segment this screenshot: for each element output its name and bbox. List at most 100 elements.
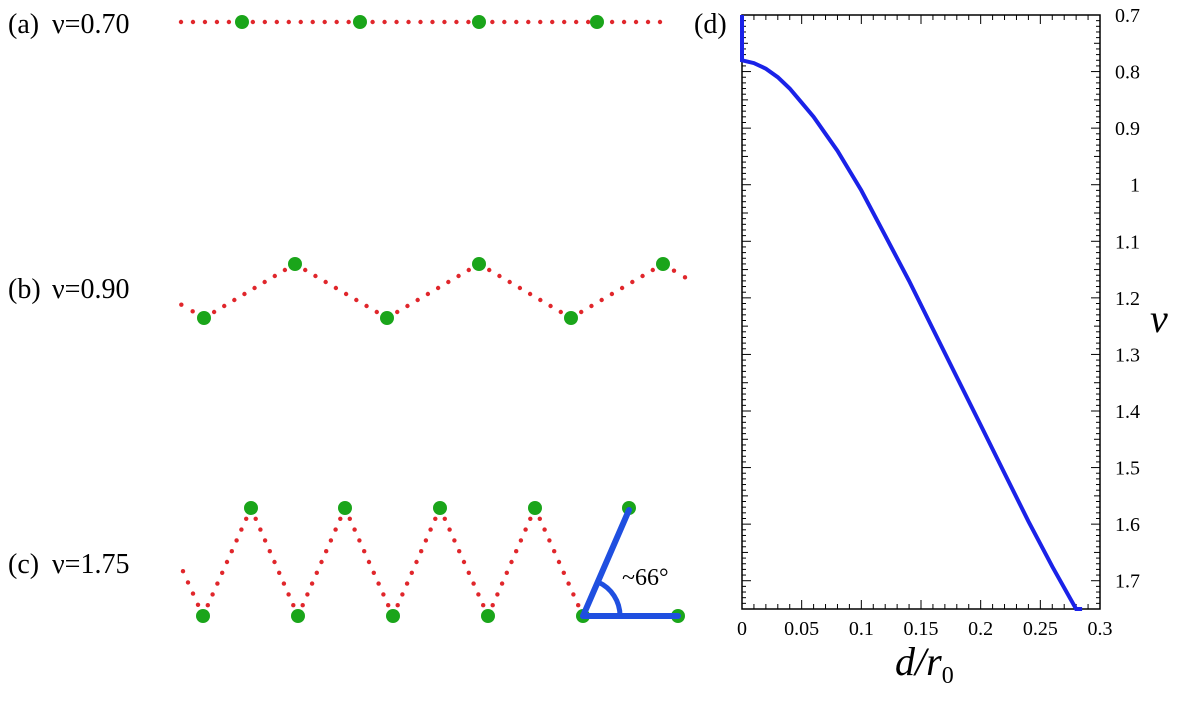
spring-dot [671,268,677,273]
spring-dot [190,591,196,596]
spring-dot [589,303,594,309]
atom [528,501,542,515]
spring-dot [573,19,579,25]
spring-dot [538,19,543,25]
spring-dot [234,538,239,543]
spring-dot [526,19,531,25]
spring-dot [576,603,581,608]
spring-dot [682,275,688,280]
spring-dot [252,285,257,291]
spring-dot [518,538,524,543]
x-axis-ticks [741,15,1101,609]
spring-dot [274,19,279,25]
panel-d-tag: (d) [694,9,727,40]
spring-dot [190,19,196,25]
angle-arc [596,579,623,617]
spring-dot [309,581,315,586]
y-tick-label: 1.2 [1115,288,1140,310]
spring-dot [281,581,287,586]
spring-dot [645,19,651,25]
spring-dot [322,19,327,25]
spring-dot [242,291,247,297]
spring-dot [205,603,210,608]
spring-dot [552,549,557,554]
spring-dot [461,559,467,565]
spring-dot [561,570,566,575]
spring-dot [609,19,615,25]
spring-dot [286,19,291,25]
atom [196,609,210,623]
plot-frame [741,14,1101,610]
spring-dot [298,19,303,25]
spring-dot [333,527,338,532]
spring-dot [507,279,512,285]
spring-dot [352,527,357,532]
spring-dot [425,291,431,297]
spring-dot [362,549,367,554]
spring-dot [381,592,386,597]
spring-dot [415,297,420,303]
atom [386,609,400,623]
spring-dot [239,527,244,532]
spring-dot [457,549,462,554]
atom [564,311,578,325]
spring-dot [509,559,514,565]
spring-dot [286,592,291,597]
x-tick-label: 0.2 [968,618,993,640]
spring-dot [504,570,509,575]
spring-dot [319,559,324,565]
atom [472,15,486,29]
spring-dot [640,273,645,279]
spring-dot [630,279,635,285]
spring-dot [395,603,400,608]
spring-dot [487,267,492,273]
spring-dot [548,303,553,309]
y-axis-ticks [742,14,1100,610]
spring-dot [435,285,441,291]
spring-dot [619,285,625,291]
spring-dot [195,602,201,607]
spring-dot [229,549,234,554]
spring-dot [262,19,268,25]
spring-dot [347,516,352,521]
x-tick-label: 0.25 [1023,618,1058,640]
spring-dot [374,309,379,315]
spring-dot [178,19,184,25]
x-axis-title: d/r0 [895,639,954,689]
spring-dot [418,19,423,25]
spring-dot [585,19,591,25]
spring-dot [538,297,543,303]
spring-dot [253,516,258,521]
spring-dot [215,581,220,586]
y-axis-title: ν [1150,296,1168,341]
x-tick-label: 0 [737,618,747,640]
spring-dot [324,549,329,554]
spring-dot [414,559,419,565]
spring-dot [442,19,447,25]
spring-dot [354,297,359,303]
spring-dot [609,291,615,297]
spring-dot [376,581,381,586]
spring-dot [556,559,562,565]
spring-dot [517,285,523,291]
spring-dot [466,19,471,25]
atom [353,15,367,29]
spring-dot [447,527,452,532]
spring-dot [314,570,319,575]
spring-dot [633,19,639,25]
spring-dot [547,538,552,543]
spring-dot [222,303,227,309]
spring-dot [272,559,277,565]
spring-dot [328,538,334,543]
spring-dot [210,592,215,597]
atom [244,501,258,515]
spring-dot [400,592,405,597]
spring-dot [305,592,310,597]
spring-dot [224,559,230,565]
spring-dot [244,516,249,521]
spring-dot [404,581,410,586]
spring-dot [346,19,351,25]
atom [590,15,604,29]
spring-dot [566,581,571,586]
spring-dot [499,581,505,586]
